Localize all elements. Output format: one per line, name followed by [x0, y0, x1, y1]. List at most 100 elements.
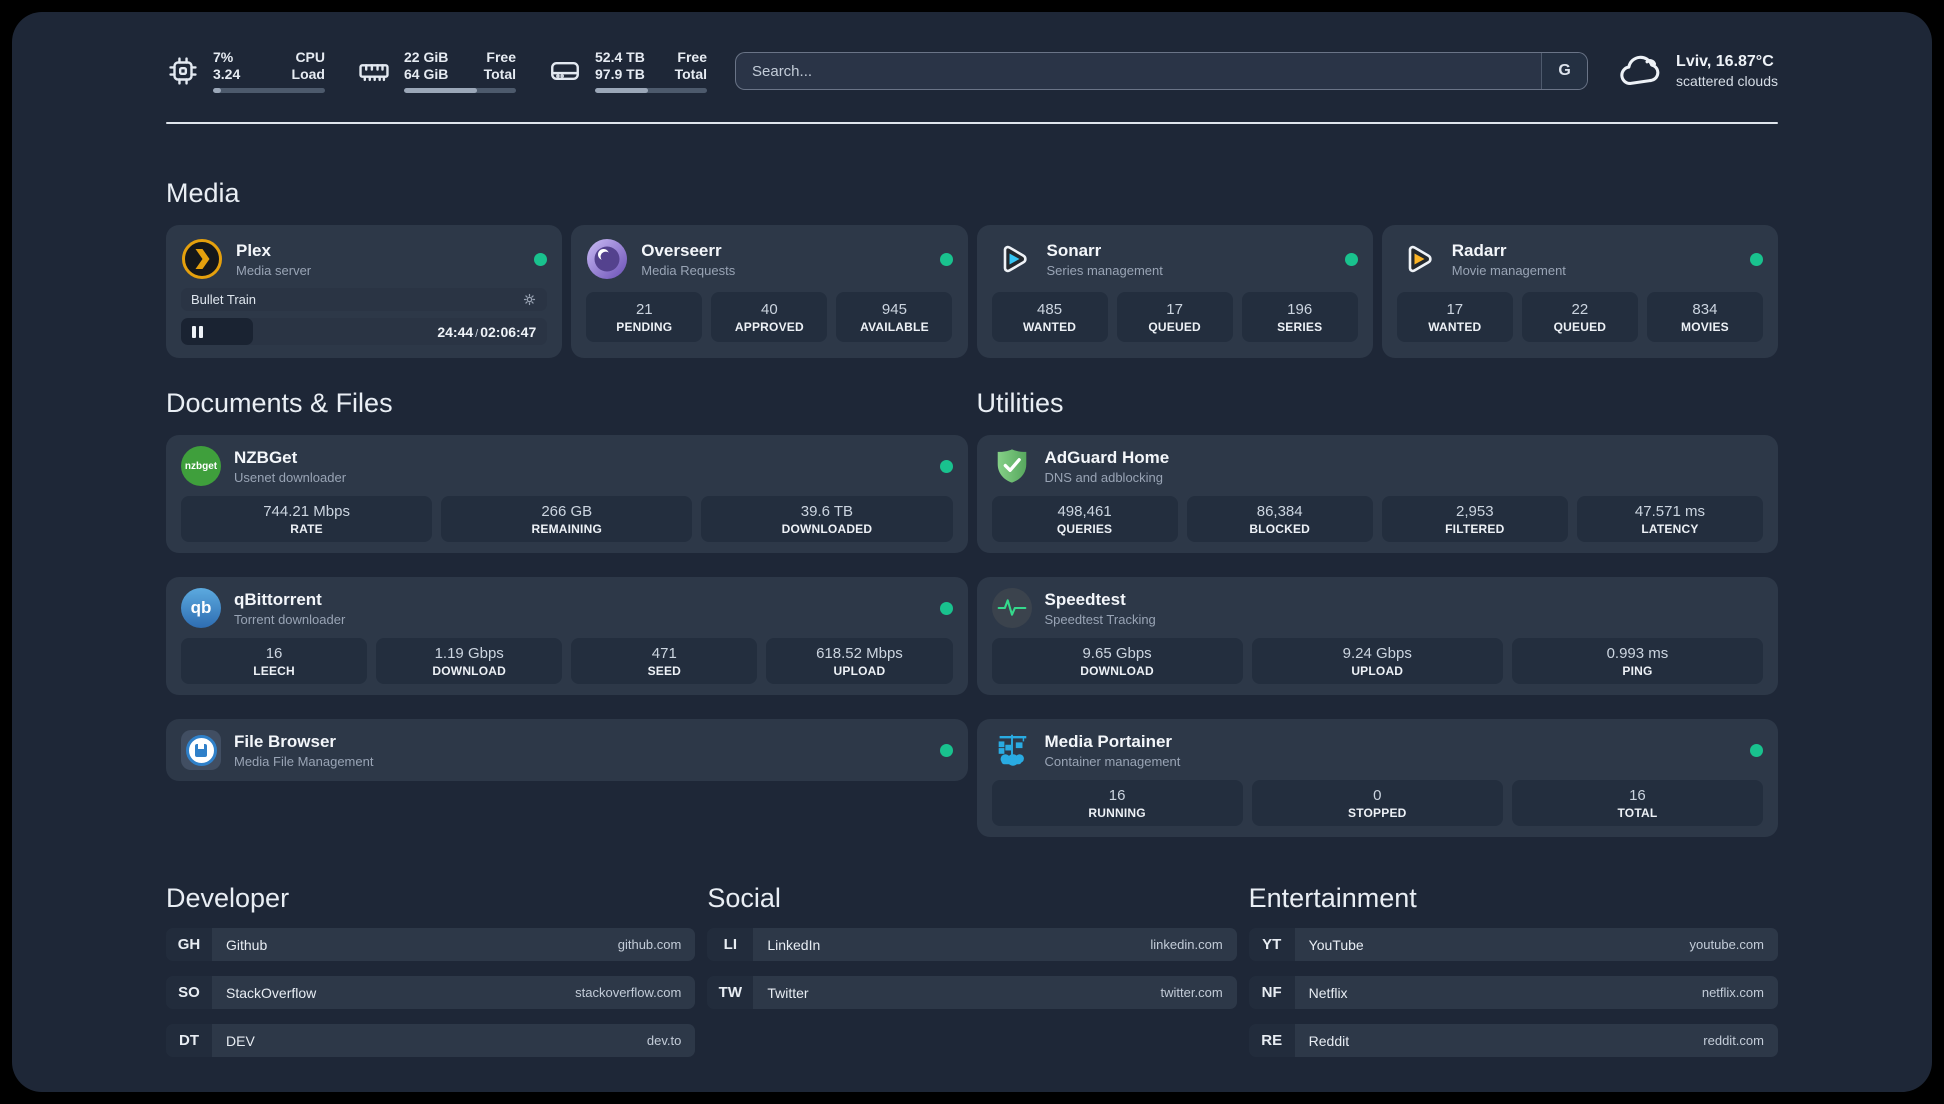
disk-widget: 52.4 TB 97.9 TB Free Total: [548, 49, 707, 93]
app-name: Sonarr: [1046, 240, 1102, 260]
app-card-overseerr[interactable]: Overseerr Media Requests 21 PENDING 40 A…: [571, 225, 968, 358]
app-description: Torrent downloader: [234, 611, 346, 627]
app-name: Overseerr: [641, 240, 722, 260]
app-card-filebrowser[interactable]: File Browser Media File Management: [166, 719, 968, 781]
stat-total: 16 TOTAL: [1511, 780, 1764, 826]
cpu-widget: 7% 3.24 CPU Load: [166, 49, 325, 93]
bookmark-url: reddit.com: [1703, 1033, 1764, 1048]
stat-latency: 47.571 ms LATENCY: [1576, 496, 1763, 542]
bookmark-name: Reddit: [1308, 1032, 1350, 1049]
app-description: Container management: [1044, 753, 1181, 769]
bookmark-url: stackoverflow.com: [575, 985, 682, 1000]
app-card-radarr[interactable]: Radarr Movie management 17 WANTED 22 QUE…: [1381, 225, 1778, 358]
cpu-usage-bar: [213, 88, 325, 93]
bookmark-stackoverflow[interactable]: SO StackOverflow stackoverflow.com: [166, 976, 696, 1009]
app-card-speedtest[interactable]: Speedtest Speedtest Tracking 9.65 Gbps D…: [976, 577, 1778, 695]
status-online-dot: [939, 459, 953, 473]
plex-icon: [181, 238, 223, 280]
stat-approved: 40 APPROVED: [711, 292, 828, 342]
search-bar: G: [735, 52, 1589, 90]
stat-wanted: 17 WANTED: [1396, 292, 1513, 342]
memory-total-label: Total: [483, 66, 516, 82]
bookmark-name: StackOverflow: [226, 984, 317, 1001]
sonarr-icon: [992, 238, 1034, 280]
app-description: Media server: [236, 262, 312, 278]
status-online-dot: [939, 743, 953, 757]
gear-icon[interactable]: [522, 292, 537, 307]
stat-upload: 9.24 Gbps UPLOAD: [1251, 638, 1503, 684]
adguard-shield-icon: [992, 446, 1032, 486]
bookmark-abbr: YT: [1248, 928, 1295, 961]
bookmark-name: Netflix: [1308, 984, 1348, 1001]
app-name: Media Portainer: [1044, 731, 1173, 751]
stat-remaining: 266 GB REMAINING: [441, 496, 693, 542]
header-divider: [166, 122, 1778, 124]
playback-progress-bar: 24:44/02:06:47: [181, 318, 548, 345]
bookmark-name: DEV: [226, 1032, 255, 1049]
section-title-social: Social: [707, 883, 781, 913]
stat-available: 945 AVAILABLE: [836, 292, 953, 342]
app-description: Speedtest Tracking: [1044, 611, 1156, 627]
stat-leech: 16 LEECH: [181, 638, 368, 684]
stat-stopped: 0 STOPPED: [1251, 780, 1503, 826]
bookmark-github[interactable]: GH Github github.com: [166, 928, 696, 961]
bookmark-twitter[interactable]: TW Twitter twitter.com: [707, 976, 1237, 1009]
ram-icon: [357, 54, 391, 88]
bookmark-name: LinkedIn: [767, 936, 821, 953]
radarr-icon: [1397, 238, 1439, 280]
stat-rate: 744.21 Mbps RATE: [181, 496, 433, 542]
bookmark-abbr: TW: [707, 976, 754, 1009]
search-input[interactable]: [736, 53, 1542, 89]
stat-ping: 0.993 ms PING: [1511, 638, 1764, 684]
app-name: Radarr: [1451, 240, 1507, 260]
app-card-plex[interactable]: Plex Media server Bullet Train: [166, 225, 563, 358]
portainer-crane-icon: [992, 730, 1032, 770]
bookmark-name: Github: [226, 936, 268, 953]
cpu-load-value: 3.24: [213, 66, 241, 82]
app-name: qBittorrent: [234, 589, 322, 609]
app-card-portainer[interactable]: Media Portainer Container management 16 …: [976, 719, 1778, 837]
bookmark-abbr: RE: [1248, 1024, 1295, 1057]
qbittorrent-icon: qb: [181, 588, 221, 628]
stat-download: 1.19 Gbps DOWNLOAD: [376, 638, 563, 684]
app-description: Movie management: [1451, 262, 1566, 278]
bookmark-reddit[interactable]: RE Reddit reddit.com: [1248, 1024, 1778, 1057]
disk-total-value: 97.9 TB: [595, 66, 645, 82]
stat-pending: 21 PENDING: [586, 292, 703, 342]
bookmarks-developer: Developer GH Github github.com SO StackO…: [166, 883, 696, 1057]
stat-running: 16 RUNNING: [991, 780, 1243, 826]
app-description: Media File Management: [234, 753, 374, 769]
cloud-icon: [1616, 48, 1662, 94]
app-name: NZBGet: [234, 447, 298, 467]
app-card-qbittorrent[interactable]: qb qBittorrent Torrent downloader 16: [166, 577, 968, 695]
disk-free-value: 52.4 TB: [595, 49, 645, 65]
status-online-dot: [1750, 252, 1763, 266]
stat-upload: 618.52 Mbps UPLOAD: [766, 638, 953, 684]
stat-queued: 22 QUEUED: [1521, 292, 1638, 342]
section-title-developer: Developer: [166, 883, 290, 913]
cpu-load-label: Load: [291, 66, 325, 82]
bookmark-netflix[interactable]: NF Netflix netflix.com: [1248, 976, 1778, 1009]
app-card-sonarr[interactable]: Sonarr Series management 485 WANTED 17 Q…: [976, 225, 1373, 358]
bookmark-url: github.com: [617, 937, 682, 952]
app-card-nzbget[interactable]: nzbget NZBGet Usenet downloader 744.21 M…: [166, 435, 968, 553]
app-description: Media Requests: [641, 262, 736, 278]
weather-condition: scattered clouds: [1676, 73, 1778, 89]
app-card-adguard[interactable]: AdGuard Home DNS and adblocking 498,461 …: [976, 435, 1778, 553]
search-provider-button[interactable]: G: [1541, 53, 1588, 89]
bookmark-linkedin[interactable]: LI LinkedIn linkedin.com: [707, 928, 1237, 961]
utilities-column: Utilities: [976, 388, 1778, 837]
status-online-dot: [534, 252, 548, 266]
stat-wanted: 485 WANTED: [991, 292, 1108, 342]
bookmark-youtube[interactable]: YT YouTube youtube.com: [1248, 928, 1778, 961]
nzbget-icon: nzbget: [181, 446, 221, 486]
stat-seed: 471 SEED: [571, 638, 758, 684]
documents-column: Documents & Files nzbget NZBGet Usenet d…: [166, 388, 968, 837]
bookmark-dev[interactable]: DT DEV dev.to: [166, 1024, 696, 1057]
bookmark-url: netflix.com: [1701, 985, 1764, 1000]
stat-blocked: 86,384 BLOCKED: [1186, 496, 1373, 542]
stat-queued: 17 QUEUED: [1116, 292, 1233, 342]
cpu-usage-value: 7%: [213, 49, 234, 65]
filebrowser-icon: [181, 730, 221, 770]
bookmark-url: twitter.com: [1160, 985, 1223, 1000]
